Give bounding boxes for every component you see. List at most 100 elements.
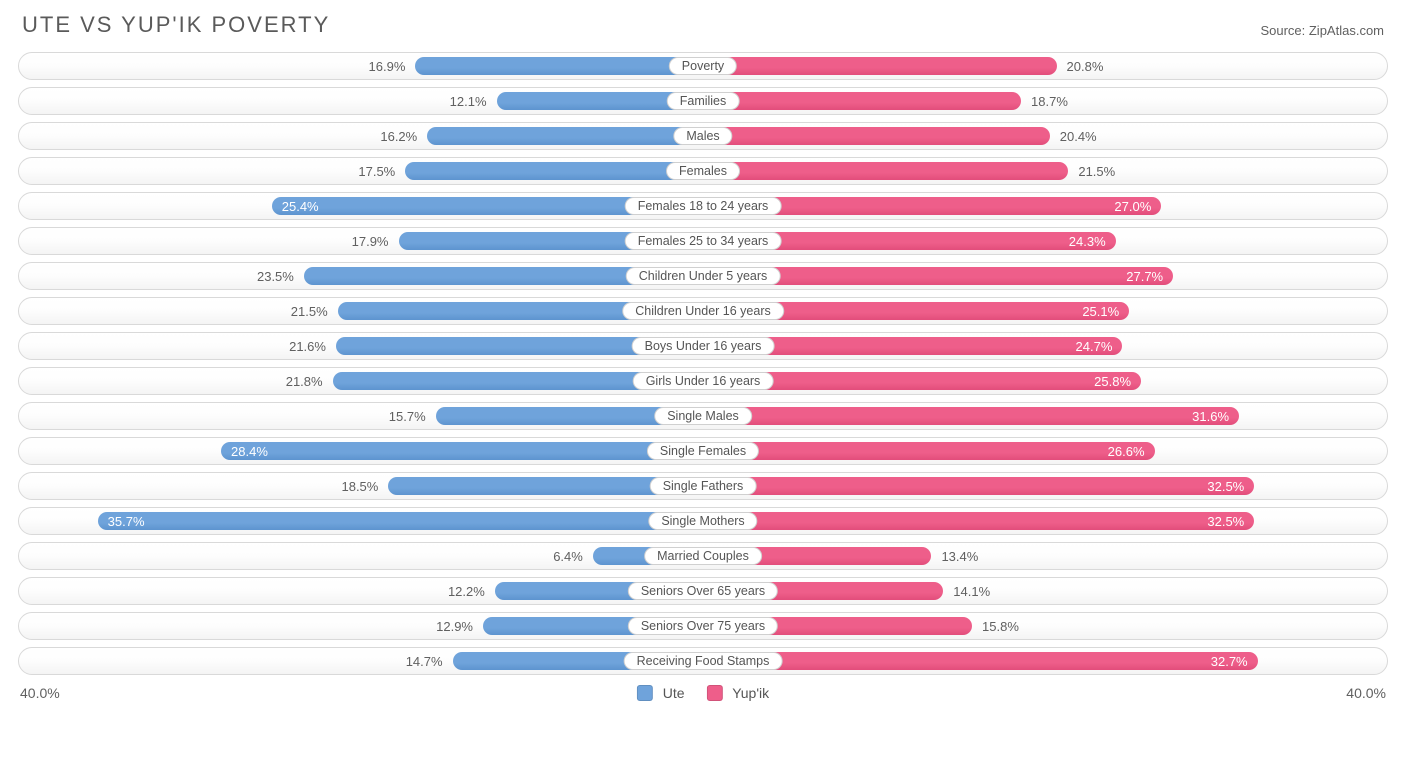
left-value-label: 21.8%	[278, 374, 331, 389]
left-value-label: 16.9%	[361, 59, 414, 74]
left-bar: 35.7%	[98, 512, 701, 530]
chart-row: 21.5% 25.1%Children Under 16 years	[18, 297, 1388, 325]
right-bar: 26.6%	[705, 442, 1155, 460]
row-right-half: 32.7%	[703, 648, 1387, 674]
row-left-half: 23.5%	[19, 263, 703, 289]
row-left-half: 16.9%	[19, 53, 703, 79]
row-left-half: 6.4%	[19, 543, 703, 569]
right-bar: 32.5%	[705, 512, 1254, 530]
chart-row: 6.4% 13.4% Married Couples	[18, 542, 1388, 570]
category-label: Single Males	[654, 407, 752, 425]
right-value-label: 21.5%	[1070, 164, 1123, 179]
right-value-label: 32.7%	[1201, 654, 1258, 669]
left-bar	[405, 162, 701, 180]
chart-row: 12.1% 18.7% Families	[18, 87, 1388, 115]
left-value-label: 12.1%	[442, 94, 495, 109]
left-bar	[427, 127, 701, 145]
row-right-half: 25.1%	[703, 298, 1387, 324]
left-value-label: 14.7%	[398, 654, 451, 669]
header: UTE VS YUP'IK POVERTY Source: ZipAtlas.c…	[18, 12, 1388, 38]
chart-row: 12.2%14.1%Seniors Over 65 years	[18, 577, 1388, 605]
left-value-label: 17.5%	[350, 164, 403, 179]
left-value-label: 18.5%	[333, 479, 386, 494]
right-value-label: 20.4%	[1052, 129, 1105, 144]
left-value-label: 17.9%	[344, 234, 397, 249]
left-value-label: 12.2%	[440, 584, 493, 599]
row-left-half: 12.2%	[19, 578, 703, 604]
right-bar	[705, 92, 1021, 110]
category-label: Poverty	[669, 57, 737, 75]
row-right-half: 25.8%	[703, 368, 1387, 394]
row-right-half: 24.3%	[703, 228, 1387, 254]
category-label: Males	[673, 127, 732, 145]
legend-item-yupik: Yup'ik	[707, 685, 770, 701]
source-credit: Source: ZipAtlas.com	[1260, 23, 1384, 38]
diverging-bar-chart: 16.9% 20.8%Poverty 12.1% 18.7% Families 16.2%…	[18, 52, 1388, 675]
axis-max-left: 40.0%	[20, 685, 60, 701]
chart-row: 15.7%31.6%Single Males	[18, 402, 1388, 430]
row-right-half: 27.7%	[703, 263, 1387, 289]
row-right-half: 21.5%	[703, 158, 1387, 184]
row-left-half: 21.8%	[19, 368, 703, 394]
right-value-label: 27.7%	[1116, 269, 1173, 284]
category-label: Receiving Food Stamps	[624, 652, 783, 670]
chart-row: 28.4%26.6%Single Females	[18, 437, 1388, 465]
right-bar	[705, 162, 1068, 180]
row-right-half: 13.4%	[703, 543, 1387, 569]
row-right-half: 15.8%	[703, 613, 1387, 639]
chart-row: 21.6%24.7%Boys Under 16 years	[18, 332, 1388, 360]
chart-row: 23.5%27.7%Children Under 5 years	[18, 262, 1388, 290]
right-bar	[705, 57, 1057, 75]
legend-item-ute: Ute	[637, 685, 685, 701]
chart-row: 12.9%15.8%Seniors Over 75 years	[18, 612, 1388, 640]
left-value-label: 21.6%	[281, 339, 334, 354]
chart-title: UTE VS YUP'IK POVERTY	[22, 12, 330, 38]
right-value-label: 18.7%	[1023, 94, 1076, 109]
right-bar	[705, 127, 1050, 145]
row-right-half: 20.8%	[703, 53, 1387, 79]
row-right-half: 32.5%	[703, 473, 1387, 499]
chart-row: 25.4% 27.0% Females 18 to 24 years	[18, 192, 1388, 220]
left-value-label: 28.4%	[221, 444, 278, 459]
row-right-half: 27.0%	[703, 193, 1387, 219]
row-right-half: 26.6%	[703, 438, 1387, 464]
legend: Ute Yup'ik	[637, 685, 769, 701]
row-left-half: 12.1%	[19, 88, 703, 114]
right-bar: 32.7%	[705, 652, 1258, 670]
row-right-half: 20.4%	[703, 123, 1387, 149]
chart-row: 35.7%32.5%Single Mothers	[18, 507, 1388, 535]
left-value-label: 21.5%	[283, 304, 336, 319]
right-value-label: 26.6%	[1098, 444, 1155, 459]
axis-max-right: 40.0%	[1346, 685, 1386, 701]
legend-label-ute: Ute	[663, 685, 685, 701]
left-value-label: 12.9%	[428, 619, 481, 634]
chart-row: 17.5%21.5%Females	[18, 157, 1388, 185]
left-value-label: 16.2%	[372, 129, 425, 144]
chart-row: 18.5% 32.5%Single Fathers	[18, 472, 1388, 500]
left-bar: 28.4%	[221, 442, 701, 460]
row-left-half: 17.5%	[19, 158, 703, 184]
row-left-half: 15.7%	[19, 403, 703, 429]
right-value-label: 24.7%	[1066, 339, 1123, 354]
row-left-half: 21.5%	[19, 298, 703, 324]
row-left-half: 35.7%	[19, 508, 703, 534]
chart-row: 16.2% 20.4% Males	[18, 122, 1388, 150]
category-label: Females 18 to 24 years	[625, 197, 782, 215]
category-label: Married Couples	[644, 547, 762, 565]
right-value-label: 32.5%	[1197, 514, 1254, 529]
row-left-half: 14.7%	[19, 648, 703, 674]
row-right-half: 24.7%	[703, 333, 1387, 359]
left-value-label: 23.5%	[249, 269, 302, 284]
right-value-label: 27.0%	[1104, 199, 1161, 214]
category-label: Children Under 16 years	[622, 302, 784, 320]
right-value-label: 24.3%	[1059, 234, 1116, 249]
category-label: Females 25 to 34 years	[625, 232, 782, 250]
right-value-label: 13.4%	[933, 549, 986, 564]
chart-row: 14.7% 32.7% Receiving Food Stamps	[18, 647, 1388, 675]
left-value-label: 6.4%	[545, 549, 591, 564]
category-label: Families	[667, 92, 740, 110]
row-left-half: 25.4%	[19, 193, 703, 219]
category-label: Single Fathers	[650, 477, 757, 495]
right-value-label: 15.8%	[974, 619, 1027, 634]
left-value-label: 35.7%	[98, 514, 155, 529]
